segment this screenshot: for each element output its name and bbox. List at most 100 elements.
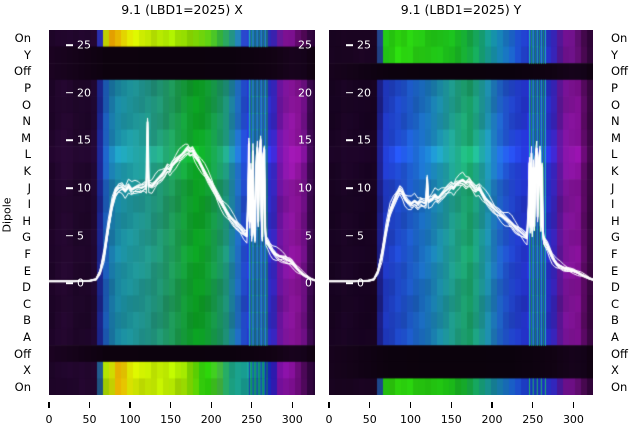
y-tick-label-10: 10	[357, 181, 371, 195]
y-tick-mark-25	[346, 44, 353, 46]
row-label-off-2: Off	[14, 64, 31, 79]
x-tick-mark-300	[291, 402, 293, 408]
row-label-a-18: A	[611, 329, 619, 344]
x-tick-label-200: 200	[200, 413, 222, 426]
row-label-on-0: On	[611, 31, 628, 46]
x-tick-mark-0	[48, 402, 50, 408]
y-tick-label-0: 0	[357, 276, 364, 290]
x-tick-mark-100	[129, 402, 131, 408]
row-label-c-16: C	[22, 296, 31, 311]
row-label-k-8: K	[611, 164, 619, 179]
row-label-x-20: X	[23, 363, 31, 378]
row-label-e-14: E	[611, 263, 619, 278]
y-tick-label-0: 0	[77, 276, 84, 290]
y-tick-mark-20	[346, 91, 353, 94]
row-label-h-11: H	[611, 213, 620, 228]
y-tick-label-right-20: 20	[298, 86, 312, 100]
x-tick-label-150: 150	[160, 413, 182, 426]
x-tick-mark-50	[369, 402, 371, 408]
y-tick-mark-20	[66, 91, 73, 94]
row-label-i-10: I	[611, 197, 615, 212]
x-tick-mark-250	[532, 402, 534, 408]
row-label-n-5: N	[22, 114, 31, 129]
x-tick-label-0: 0	[45, 413, 53, 426]
row-label-p-3: P	[611, 81, 618, 96]
x-tick-mark-100	[409, 402, 412, 408]
row-label-g-12: G	[22, 230, 31, 245]
row-label-b-17: B	[611, 313, 619, 328]
row-label-off-2: Off	[611, 64, 628, 79]
row-label-off-19: Off	[14, 346, 31, 361]
row-label-on-0: On	[14, 31, 31, 46]
row-label-x-20: X	[611, 363, 619, 378]
y-tick-mark-5	[346, 234, 353, 237]
row-label-n-5: N	[611, 114, 620, 129]
row-label-y-1: Y	[23, 47, 31, 62]
x-tick-mark-250	[251, 402, 253, 408]
x-tick-mark-200	[210, 402, 212, 408]
x-tick-label-250: 250	[522, 413, 544, 426]
y-tick-label-right-0: 0	[305, 276, 312, 290]
x-tick-label-300: 300	[281, 413, 303, 426]
x-tick-label-100: 100	[399, 413, 421, 426]
y-tick-mark-15	[346, 139, 353, 142]
row-label-off-19: Off	[611, 346, 628, 361]
row-label-p-3: P	[24, 81, 31, 96]
row-label-j-9: J	[27, 180, 31, 195]
row-label-o-4: O	[611, 97, 621, 112]
heatmap-panel-y	[329, 30, 593, 395]
x-tick-label-150: 150	[440, 413, 462, 426]
x-tick-label-200: 200	[481, 413, 503, 426]
row-label-e-14: E	[23, 263, 31, 278]
x-tick-mark-0	[328, 402, 330, 408]
y-tick-label-5: 5	[357, 229, 364, 243]
y-tick-mark-0	[346, 282, 353, 284]
row-label-l-7: L	[24, 147, 31, 162]
row-label-f-13: F	[24, 246, 31, 261]
y-tick-label-20: 20	[77, 86, 91, 100]
row-label-b-17: B	[23, 313, 31, 328]
y-tick-label-15: 15	[357, 133, 371, 147]
row-label-j-9: J	[611, 180, 615, 195]
y-tick-mark-10	[66, 187, 73, 189]
x-tick-mark-150	[170, 402, 172, 408]
panel-title-x: 9.1 (LBD1=2025) X	[121, 2, 243, 17]
y-tick-label-right-25: 25	[298, 38, 312, 52]
row-label-f-13: F	[611, 246, 618, 261]
x-tick-label-50: 50	[82, 413, 97, 426]
y-tick-mark-0	[66, 282, 73, 284]
y-tick-label-right-5: 5	[305, 229, 312, 243]
y-tick-label-20: 20	[357, 86, 371, 100]
y-tick-label-10: 10	[77, 181, 91, 195]
y-tick-label-15: 15	[77, 133, 91, 147]
dipole-axis-label: Dipole	[0, 197, 14, 233]
y-tick-label-5: 5	[77, 229, 84, 243]
x-tick-mark-200	[491, 402, 493, 408]
x-tick-label-0: 0	[325, 413, 333, 426]
x-tick-mark-300	[572, 402, 575, 408]
row-label-a-18: A	[23, 329, 31, 344]
y-tick-mark-5	[66, 234, 73, 237]
row-label-on-21: On	[14, 379, 31, 394]
y-tick-label-25: 25	[77, 38, 91, 52]
row-label-on-21: On	[611, 379, 628, 394]
row-label-h-11: H	[22, 213, 31, 228]
y-tick-mark-10	[346, 187, 353, 189]
y-tick-label-right-10: 10	[298, 181, 312, 195]
row-label-c-16: C	[611, 296, 620, 311]
panel-title-y: 9.1 (LBD1=2025) Y	[400, 2, 522, 17]
x-tick-mark-50	[88, 402, 91, 408]
y-tick-mark-15	[66, 139, 73, 142]
x-tick-label-100: 100	[119, 413, 141, 426]
x-tick-label-250: 250	[241, 413, 263, 426]
row-label-m-6: M	[611, 130, 621, 145]
row-label-d-15: D	[22, 280, 31, 295]
row-label-o-4: O	[21, 97, 31, 112]
x-tick-label-50: 50	[362, 413, 377, 426]
y-tick-mark-25	[66, 44, 73, 46]
row-label-y-1: Y	[611, 47, 619, 62]
heatmap-panel-x	[49, 30, 315, 395]
x-tick-mark-150	[450, 402, 452, 408]
row-label-l-7: L	[611, 147, 618, 162]
